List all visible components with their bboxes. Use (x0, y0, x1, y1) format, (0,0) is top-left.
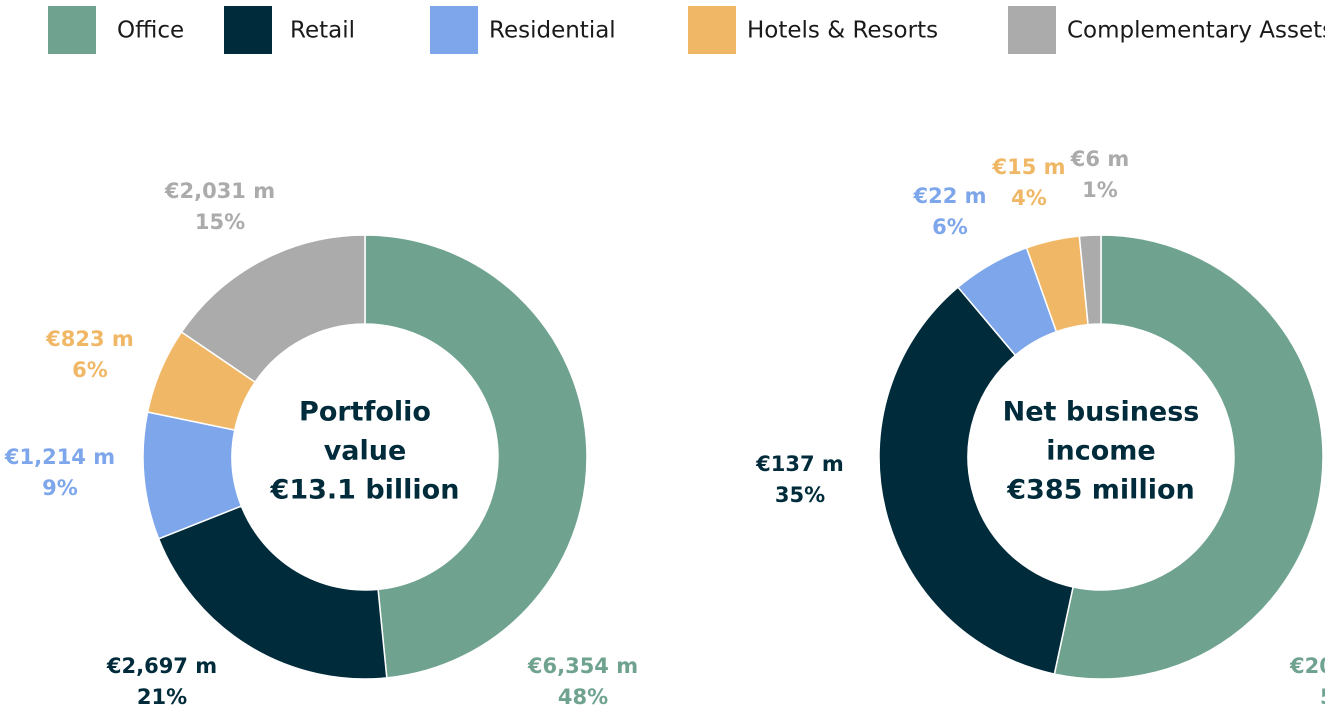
donut-segment (1053, 234, 1324, 680)
percent-label: 1% (1082, 178, 1118, 202)
percent-label: 54% (1320, 685, 1325, 709)
value-label: €6,354 m (527, 654, 638, 678)
value-label: €206 (1289, 654, 1325, 678)
value-label: €137 m (755, 452, 844, 476)
percent-label: 6% (72, 358, 108, 382)
legend-swatch (1008, 6, 1056, 54)
center-title: €13.1 billion (270, 475, 460, 506)
legend-label: Complementary Assets (1067, 18, 1325, 44)
legend-label: Office (117, 18, 184, 44)
percent-label: 48% (558, 685, 608, 709)
value-label: €15 m (991, 155, 1065, 179)
percent-label: 15% (195, 210, 245, 234)
value-label: €2,697 m (106, 654, 217, 678)
value-label: €823 m (45, 327, 134, 351)
legend-swatch (688, 6, 736, 54)
legend-swatch (224, 6, 272, 54)
center-title: €385 million (1006, 475, 1194, 506)
value-label: €6 m (1070, 147, 1129, 171)
center-title: value (324, 436, 407, 467)
percent-label: 4% (1011, 186, 1047, 210)
legend-swatch (430, 6, 478, 54)
legend-label: Hotels & Resorts (747, 18, 938, 44)
value-label: €1,214 m (4, 445, 115, 469)
donut-segment (180, 234, 366, 384)
legend-label: Residential (489, 18, 616, 44)
donut-segment (157, 505, 388, 680)
legend-label: Retail (290, 18, 355, 44)
legend-swatch (48, 6, 96, 54)
center-title: Portfolio (299, 397, 431, 428)
donut-segment (364, 234, 588, 679)
percent-label: 21% (137, 685, 187, 709)
center-title: income (1046, 436, 1155, 467)
percent-label: 35% (775, 483, 825, 507)
percent-label: 6% (932, 215, 968, 239)
percent-label: 9% (42, 476, 78, 500)
donut-segment (1078, 234, 1102, 326)
value-label: €22 m (912, 184, 986, 208)
center-title: Net business (1003, 397, 1200, 428)
value-label: €2,031 m (164, 179, 275, 203)
donut-segment (878, 286, 1074, 675)
